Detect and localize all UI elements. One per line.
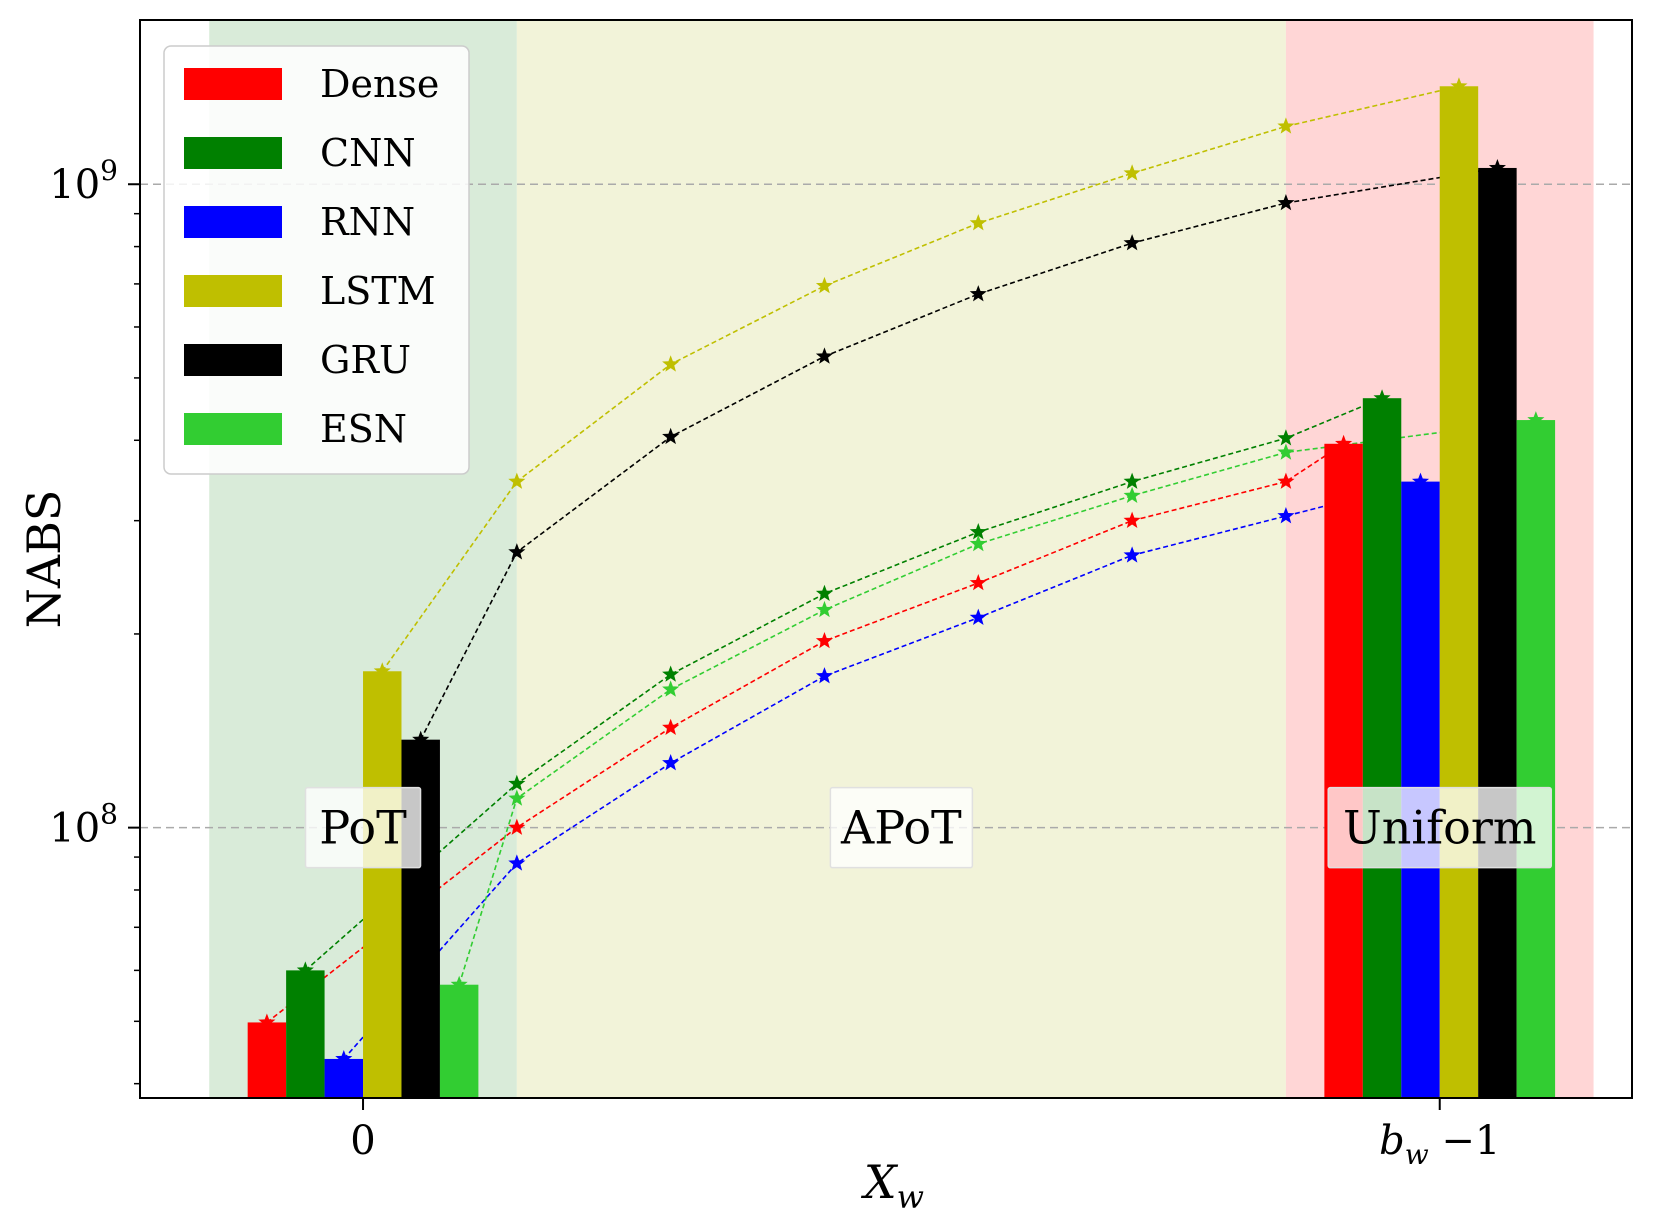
- marker-gru-7: [1488, 158, 1506, 176]
- marker-gru-4: [969, 285, 987, 302]
- y-axis-label: NABS: [17, 490, 71, 629]
- region-labels: PoT APoT Uniform: [304, 786, 1552, 869]
- marker-rnn-4: [969, 608, 987, 625]
- marker-cnn-5: [1123, 472, 1141, 489]
- marker-rnn-1: [508, 854, 526, 871]
- bar-cnn-left: [286, 970, 325, 1098]
- line-esn: [458, 419, 1537, 985]
- marker-gru-1: [508, 543, 526, 560]
- marker-cnn-1: [508, 774, 526, 792]
- legend-swatch-dense: [184, 68, 282, 100]
- bar-dense-left: [247, 1022, 287, 1098]
- marker-lstm-2: [662, 355, 680, 372]
- legend-label-dense: Dense: [320, 62, 439, 106]
- marker-esn-4: [969, 534, 987, 552]
- line-dense: [266, 443, 1345, 1024]
- marker-gru-0: [412, 730, 430, 747]
- marker-esn-7: [1527, 411, 1545, 428]
- marker-lstm-3: [815, 276, 834, 294]
- marker-esn-0: [450, 975, 468, 992]
- marker-esn-6: [1277, 443, 1295, 460]
- line-rnn: [343, 480, 1421, 1060]
- bar-rnn-left: [324, 1058, 364, 1098]
- legend-label-lstm: LSTM: [320, 269, 436, 313]
- series-markers: [258, 77, 1545, 1067]
- marker-esn-2: [662, 680, 680, 697]
- region-label-pot: PoT: [319, 801, 407, 855]
- marker-dense-6: [1277, 472, 1295, 489]
- marker-rnn-7: [1411, 472, 1430, 489]
- axes: 108 109 0 bw −1 Xw NABS: [17, 19, 1633, 1215]
- legend-swatch-cnn: [184, 137, 282, 169]
- region-apot: [516, 20, 1286, 1098]
- marker-lstm-6: [1277, 117, 1295, 134]
- marker-gru-3: [815, 347, 834, 364]
- marker-gru-6: [1277, 194, 1295, 211]
- x-tick-label: bw −1: [1379, 1118, 1500, 1171]
- y-tick-label: 108: [49, 798, 118, 852]
- region-label-uniform: Uniform: [1343, 801, 1536, 855]
- legend-swatch-gru: [184, 344, 282, 376]
- line-lstm: [381, 85, 1460, 672]
- marker-cnn-0: [296, 961, 314, 978]
- marker-rnn-6: [1277, 507, 1295, 524]
- legend-swatch-lstm: [184, 275, 282, 307]
- marker-cnn-3: [815, 584, 834, 601]
- marker-dense-3: [815, 632, 834, 649]
- marker-esn-3: [815, 600, 834, 618]
- series-lines: [266, 85, 1537, 1060]
- bar-cnn-right: [1362, 398, 1402, 1099]
- legend-label-rnn: RNN: [320, 200, 415, 244]
- bar-esn-right: [1516, 420, 1556, 1098]
- marker-cnn-6: [1277, 429, 1295, 446]
- bar-dense-right: [1324, 443, 1363, 1099]
- marker-rnn-2: [662, 754, 680, 771]
- y-tick-label: 109: [49, 154, 118, 208]
- x-axis-label: Xw: [861, 1155, 924, 1215]
- region-label-box: [1327, 786, 1552, 869]
- marker-rnn-3: [815, 667, 834, 684]
- marker-rnn-0: [335, 1049, 353, 1067]
- plot-frame: [139, 19, 1633, 1099]
- marker-dense-1: [508, 818, 526, 835]
- marker-esn-5: [1123, 486, 1141, 504]
- marker-gru-2: [662, 427, 680, 445]
- legend-label-gru: GRU: [320, 338, 411, 382]
- marker-lstm-1: [508, 472, 526, 489]
- region-label-apot: APoT: [840, 801, 962, 855]
- marker-rnn-5: [1123, 546, 1141, 563]
- bar-gru-right: [1478, 167, 1517, 1098]
- marker-gru-5: [1123, 234, 1141, 251]
- marker-dense-0: [258, 1013, 276, 1030]
- region-label-box: [304, 786, 422, 869]
- bar-lstm-left: [363, 671, 402, 1098]
- marker-dense-7: [1335, 434, 1353, 452]
- marker-cnn-2: [662, 665, 680, 682]
- x-tick-label: 0: [350, 1118, 375, 1164]
- marker-dense-4: [969, 574, 987, 591]
- marker-lstm-4: [969, 214, 987, 231]
- legend-label-cnn: CNN: [320, 131, 416, 175]
- marker-dense-5: [1123, 511, 1141, 528]
- marker-lstm-5: [1123, 164, 1141, 181]
- marker-esn-1: [508, 789, 526, 806]
- marker-lstm-0: [373, 662, 391, 679]
- legend-box: [163, 45, 470, 475]
- legend-swatch-rnn: [184, 206, 282, 238]
- marker-lstm-7: [1450, 77, 1468, 94]
- bar-lstm-right: [1439, 86, 1479, 1099]
- marker-cnn-7: [1373, 389, 1391, 406]
- legend-label-esn: ESN: [320, 407, 407, 451]
- region-label-box: [829, 786, 974, 869]
- line-gru: [419, 167, 1498, 741]
- marker-cnn-4: [969, 523, 987, 540]
- legend: Dense CNN RNN LSTM GRU ESN: [163, 45, 470, 475]
- bar-esn-left: [439, 984, 479, 1098]
- legend-swatch-esn: [184, 413, 282, 445]
- line-cnn: [304, 397, 1383, 971]
- marker-dense-2: [662, 718, 680, 735]
